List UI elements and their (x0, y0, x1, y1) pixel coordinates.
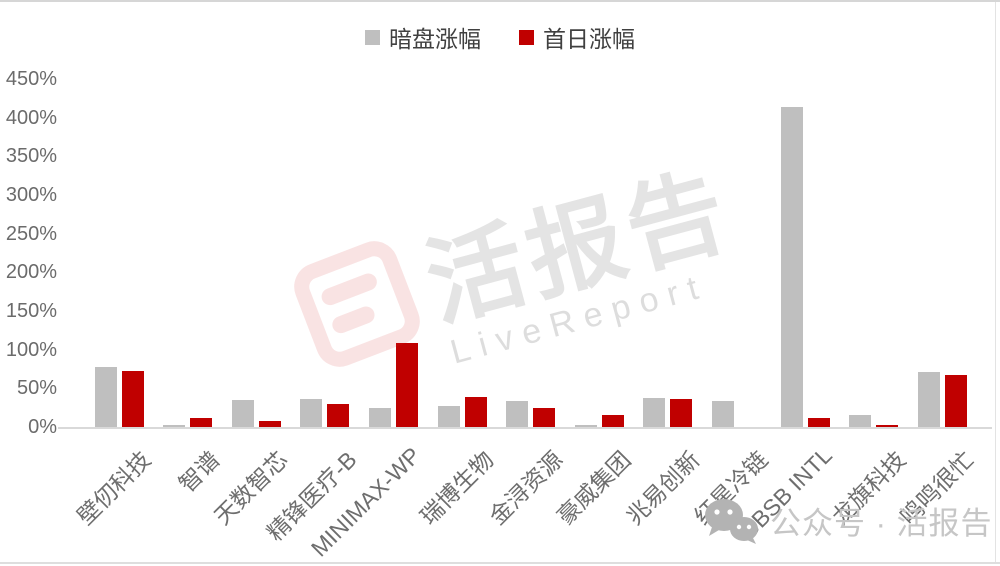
bar-first-day-gain (807, 418, 830, 427)
wechat-account-footer: 公众号 · 活报告 (702, 496, 993, 544)
x-axis-category-label: 壁仞科技 (72, 446, 156, 530)
bar-first-day-gain (190, 418, 213, 427)
bar-dark-market-gain (506, 400, 529, 427)
legend-item-dark-market-gain: 暗盘涨幅 (365, 20, 481, 54)
bar-first-day-gain (876, 424, 899, 427)
bar-first-day-gain (395, 343, 418, 427)
right-border-line (995, 2, 996, 562)
bar-dark-market-gain (574, 425, 597, 427)
y-axis-tick-label: 0% (28, 416, 57, 438)
top-border-line (0, 0, 1000, 2)
x-axis-category-label: 兆易创新 (621, 446, 705, 530)
bar-first-day-gain (327, 403, 350, 427)
bar-first-day-gain (670, 399, 693, 427)
bar-dark-market-gain (849, 414, 872, 427)
x-axis-line (58, 427, 992, 429)
bar-dark-market-gain (780, 106, 803, 427)
bottom-border-line (0, 562, 1000, 564)
bar-dark-market-gain (94, 366, 117, 427)
y-axis-tick-label: 250% (5, 222, 57, 245)
logo-bar-icon (329, 304, 378, 336)
x-axis-category-label: 瑞博生物 (415, 446, 499, 530)
bar-dark-market-gain (917, 372, 940, 427)
x-axis-category-label: 豪威集团 (552, 446, 636, 530)
bar-dark-market-gain (231, 399, 254, 427)
bar-first-day-gain (944, 375, 967, 427)
logo-bar-icon (319, 270, 380, 308)
bar-first-day-gain (121, 370, 144, 427)
bar-first-day-gain (601, 415, 624, 427)
y-axis-tick-label: 400% (5, 106, 57, 129)
bar-dark-market-gain (368, 407, 391, 427)
legend-item-first-day-gain: 首日涨幅 (519, 20, 635, 54)
legend-label-first-day-gain: 首日涨幅 (543, 26, 635, 52)
y-axis-tick-label: 300% (5, 184, 57, 206)
x-axis-category-label: 智谱 (173, 446, 225, 498)
x-axis-category-label: 金浔资源 (483, 446, 568, 530)
y-axis-tick-label: 200% (5, 261, 57, 284)
legend-swatch-gray (365, 29, 380, 45)
bar-first-day-gain (258, 420, 281, 427)
bar-first-day-gain (533, 408, 556, 427)
bar-dark-market-gain (437, 406, 460, 427)
wechat-account-label: 公众号 · 活报告 (770, 505, 993, 541)
bar-dark-market-gain (300, 399, 323, 427)
wechat-icon (705, 499, 758, 544)
y-axis-tick-label: 100% (5, 338, 57, 361)
y-axis-tick-label: 150% (5, 300, 57, 322)
bar-dark-market-gain (163, 424, 186, 427)
bar-dark-market-gain (643, 397, 666, 427)
y-axis-tick-label: 50% (16, 377, 57, 400)
y-axis-tick-label: 350% (5, 145, 57, 168)
legend-label-dark-market-gain: 暗盘涨幅 (389, 26, 481, 52)
bar-first-day-gain (464, 396, 487, 427)
legend-swatch-red (519, 29, 534, 45)
y-axis-tick-label: 450% (5, 68, 57, 90)
chart-legend: 暗盘涨幅 首日涨幅 (0, 20, 1000, 54)
bar-dark-market-gain (711, 400, 734, 427)
